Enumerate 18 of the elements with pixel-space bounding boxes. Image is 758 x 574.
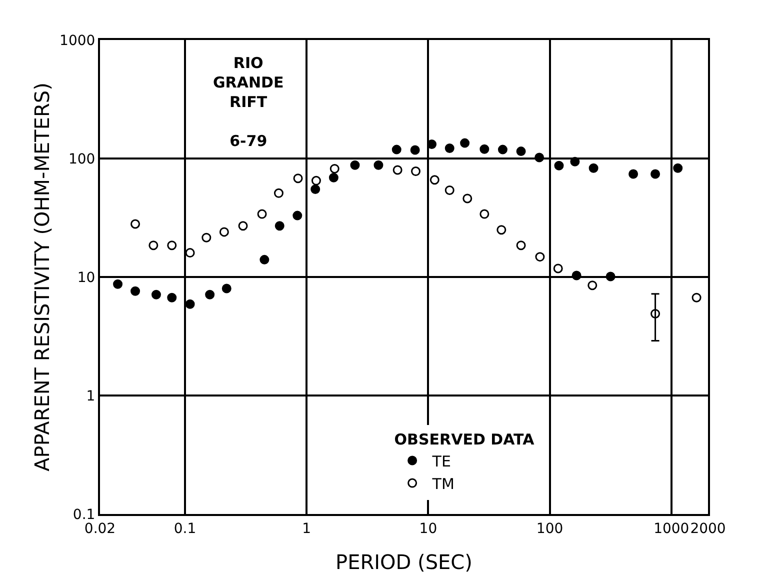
x-tick-label: 10: [419, 520, 438, 537]
y-axis-title: APPARENT RESISTIVITY (OHM-METERS): [30, 82, 54, 472]
x-tick-label: 100: [536, 520, 564, 537]
y-tick-label: 1000: [60, 32, 96, 49]
y-tick-label: 100: [68, 151, 96, 168]
text: RIO GRANDE RIFT 6-79: [213, 54, 284, 150]
y-tick-label: 10: [77, 270, 96, 286]
y-tick-label: 0.1: [72, 506, 96, 523]
legend-label: TM: [431, 474, 454, 493]
y-tick-label: 1: [86, 388, 96, 404]
legend-label: TE: [431, 452, 451, 470]
x-tick-label: 1: [302, 520, 312, 537]
x-tick-label: 0.1: [174, 520, 196, 537]
x-tick-label: 2000: [690, 520, 726, 537]
x-tick-label: 0.02: [84, 520, 116, 537]
x-tick-label: 1000: [654, 520, 690, 537]
legend-title: OBSERVED DATA: [394, 430, 535, 448]
x-axis-title: PERIOD (SEC): [336, 550, 472, 574]
